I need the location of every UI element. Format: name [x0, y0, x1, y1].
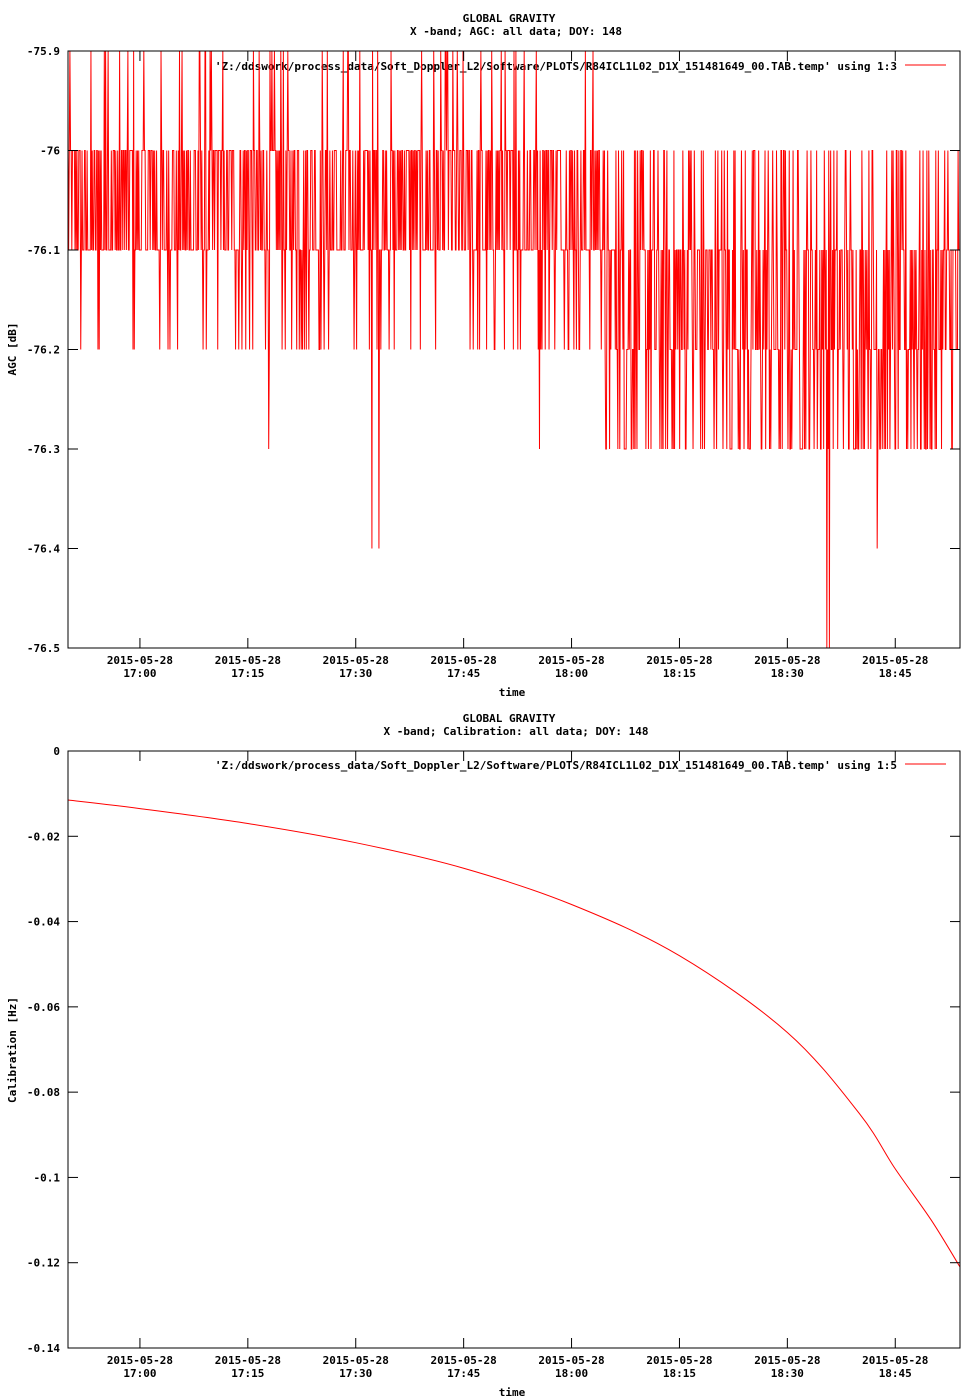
y-tick-label: 0	[53, 745, 60, 758]
x-tick-label-date: 2015-05-28	[431, 1354, 497, 1367]
y-tick-label: -0.02	[27, 830, 60, 843]
series-line	[67, 799, 961, 1268]
x-tick-label-time: 17:30	[339, 667, 372, 680]
y-tick-label: -75.9	[27, 45, 60, 58]
y-tick-label: -0.1	[34, 1171, 61, 1184]
x-tick-label-date: 2015-05-28	[215, 654, 281, 667]
x-tick-label-time: 18:30	[771, 667, 804, 680]
y-tick-label: -0.04	[27, 916, 60, 929]
y-tick-label: -0.06	[27, 1001, 60, 1014]
legend-label: 'Z:/ddswork/process_data/Soft_Doppler_L2…	[215, 60, 897, 73]
plot-frame	[67, 750, 961, 1349]
y-axis-label: Calibration [Hz]	[6, 997, 19, 1103]
x-tick-label-time: 17:15	[231, 1367, 264, 1380]
y-tick-label: -0.12	[27, 1257, 60, 1270]
x-tick-label-date: 2015-05-28	[323, 654, 389, 667]
x-tick-label-time: 17:45	[447, 1367, 480, 1380]
chart-title: GLOBAL GRAVITY	[463, 712, 556, 725]
y-axis-label: AGC [dB]	[6, 323, 19, 376]
x-tick-label-date: 2015-05-28	[107, 1354, 173, 1367]
x-tick-label-date: 2015-05-28	[754, 654, 820, 667]
x-tick-label-time: 18:15	[663, 667, 696, 680]
x-tick-label-date: 2015-05-28	[323, 1354, 389, 1367]
chart-subtitle: X -band; Calibration: all data; DOY: 148	[384, 725, 649, 738]
y-tick-label: -76.5	[27, 642, 60, 655]
chart-subtitle: X -band; AGC: all data; DOY: 148	[410, 25, 622, 38]
chart-title: GLOBAL GRAVITY	[463, 12, 556, 25]
x-tick-label-time: 17:15	[231, 667, 264, 680]
y-tick-label: -76.3	[27, 443, 60, 456]
x-tick-label-time: 18:00	[555, 667, 588, 680]
x-tick-label-date: 2015-05-28	[862, 1354, 928, 1367]
x-tick-label-time: 18:45	[879, 1367, 912, 1380]
x-tick-label-time: 17:30	[339, 1367, 372, 1380]
y-tick-label: -76.1	[27, 244, 60, 257]
agc-chart: GLOBAL GRAVITY X -band; AGC: all data; D…	[6, 12, 961, 699]
x-tick-label-date: 2015-05-28	[646, 654, 712, 667]
x-axis-label: time	[499, 686, 526, 699]
calibration-chart: GLOBAL GRAVITY X -band; Calibration: all…	[6, 712, 961, 1399]
legend-label: 'Z:/ddswork/process_data/Soft_Doppler_L2…	[215, 759, 897, 772]
x-tick-label-date: 2015-05-28	[215, 1354, 281, 1367]
x-tick-label-date: 2015-05-28	[862, 654, 928, 667]
x-tick-label-time: 17:45	[447, 667, 480, 680]
y-tick-label: -76	[40, 145, 60, 158]
x-tick-label-date: 2015-05-28	[646, 1354, 712, 1367]
x-tick-label-date: 2015-05-28	[754, 1354, 820, 1367]
x-tick-label-time: 18:15	[663, 1367, 696, 1380]
y-tick-label: -76.2	[27, 344, 60, 357]
x-tick-label-time: 17:00	[123, 667, 156, 680]
y-tick-label: -0.14	[27, 1342, 60, 1355]
y-tick-label: -0.08	[27, 1086, 60, 1099]
x-tick-label-date: 2015-05-28	[538, 654, 604, 667]
x-tick-label-time: 18:45	[879, 667, 912, 680]
x-tick-label-time: 18:30	[771, 1367, 804, 1380]
x-tick-label-time: 17:00	[123, 1367, 156, 1380]
x-tick-label-time: 18:00	[555, 1367, 588, 1380]
series-line	[67, 50, 960, 649]
y-tick-label: -76.4	[27, 543, 60, 556]
x-tick-label-date: 2015-05-28	[107, 654, 173, 667]
x-axis-label: time	[499, 1386, 526, 1399]
x-tick-label-date: 2015-05-28	[431, 654, 497, 667]
x-tick-label-date: 2015-05-28	[538, 1354, 604, 1367]
